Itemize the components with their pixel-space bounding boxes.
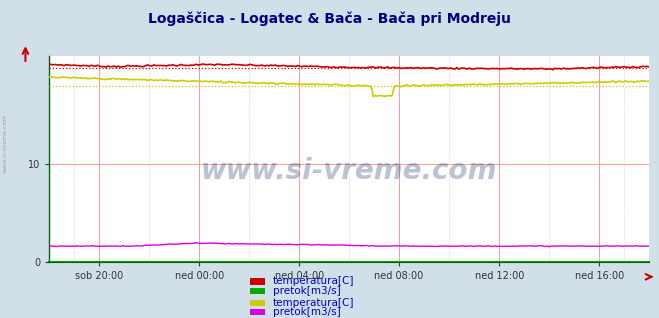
Text: pretok[m3/s]: pretok[m3/s] [273,307,341,317]
Text: temperatura[C]: temperatura[C] [273,276,355,287]
Text: temperatura[C]: temperatura[C] [273,298,355,308]
Text: pretok[m3/s]: pretok[m3/s] [273,286,341,296]
Text: www.si-vreme.com: www.si-vreme.com [201,157,498,185]
Text: Logaščica - Logatec & Bača - Bača pri Modreju: Logaščica - Logatec & Bača - Bača pri Mo… [148,11,511,26]
Text: www.si-vreme.com: www.si-vreme.com [3,113,8,173]
